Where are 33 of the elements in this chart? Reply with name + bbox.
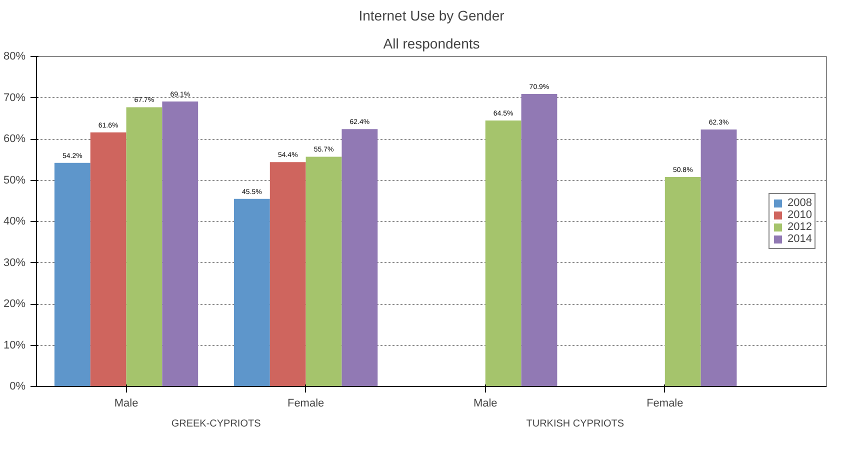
y-tick-label: 70% (3, 92, 26, 104)
x-tick-label: Female (646, 398, 684, 410)
legend-label: 2014 (788, 233, 812, 245)
bar (485, 120, 522, 386)
bar (700, 130, 737, 386)
chart-subtitle: All respondents (383, 36, 480, 52)
bar (521, 94, 558, 386)
bar (306, 156, 342, 386)
bar (234, 198, 270, 386)
y-tick-label: 10% (3, 339, 26, 352)
bar (342, 129, 378, 386)
legend-label: 2008 (788, 197, 812, 209)
y-tick-label: 30% (3, 256, 26, 269)
y-tick-label: 80% (3, 50, 26, 62)
bar (664, 176, 701, 386)
legend-label: 2010 (788, 209, 812, 221)
bar (270, 162, 306, 386)
y-tick-label: 20% (3, 298, 26, 310)
y-tick-label: 40% (3, 216, 26, 228)
bar (54, 162, 90, 386)
y-tick-label: 50% (3, 174, 26, 186)
x-tick-label: Male (473, 398, 498, 410)
x-tick-label: Female (287, 398, 324, 410)
text: GREEK-CYPRIOTS (171, 418, 262, 430)
y-tick-label: 60% (3, 133, 26, 145)
bar (126, 107, 162, 386)
bar (162, 101, 198, 386)
y-tick-label: 0% (10, 380, 26, 392)
bar (90, 132, 126, 386)
x-tick-label: Male (114, 398, 138, 410)
legend-label: 2012 (788, 221, 812, 233)
chart-title: Internet Use by Gender (358, 8, 505, 24)
text: TURKISH CYPRIOTS (526, 418, 624, 430)
